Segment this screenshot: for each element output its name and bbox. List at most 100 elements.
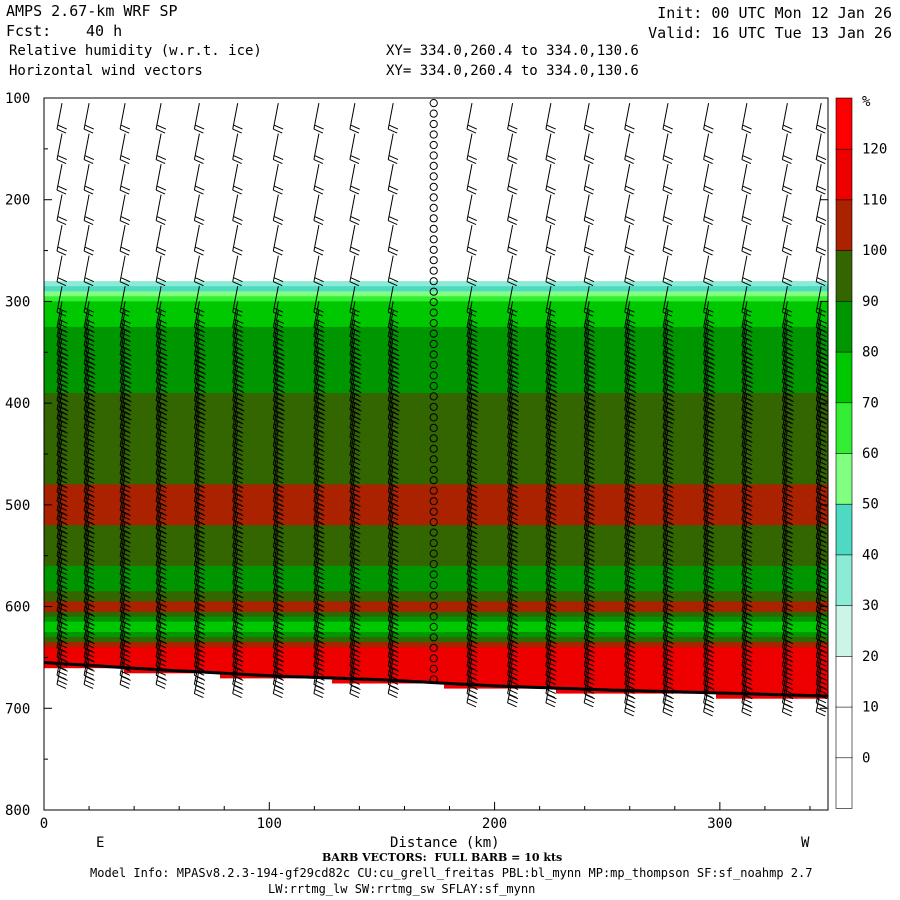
rh-cell xyxy=(108,555,125,562)
rh-cell xyxy=(668,296,685,302)
rh-cell xyxy=(780,576,797,582)
rh-cell xyxy=(92,611,109,618)
rh-cell xyxy=(172,581,189,587)
rh-cell xyxy=(236,469,253,475)
rh-cell xyxy=(748,494,765,501)
rh-cell xyxy=(204,525,221,531)
rh-cell xyxy=(716,331,733,338)
rh-cell xyxy=(236,586,253,592)
rh-cell xyxy=(44,632,61,638)
rh-cell xyxy=(444,459,461,465)
rh-cell xyxy=(316,474,333,480)
rh-cell xyxy=(92,591,109,597)
rh-cell xyxy=(780,443,797,450)
wind-barb-flag xyxy=(56,128,67,134)
rh-cell xyxy=(220,611,237,618)
rh-cell xyxy=(380,408,397,414)
rh-cell xyxy=(492,530,509,536)
rh-cell xyxy=(284,347,301,353)
rh-cell xyxy=(140,489,157,496)
rh-cell xyxy=(76,474,93,480)
rh-cell xyxy=(492,550,509,557)
wind-barb-shaft xyxy=(83,603,90,630)
rh-cell xyxy=(124,611,141,618)
rh-cell xyxy=(492,540,509,547)
rh-cell xyxy=(492,398,509,404)
rh-cell xyxy=(156,306,173,313)
rh-cell xyxy=(556,601,573,608)
rh-cell xyxy=(44,398,61,404)
rh-cell xyxy=(284,316,301,323)
rh-cell xyxy=(300,311,317,318)
rh-cell xyxy=(556,555,573,562)
wind-barb-shaft xyxy=(193,438,200,465)
rh-cell xyxy=(524,606,541,613)
wind-barb-shaft xyxy=(232,466,239,493)
rh-cell xyxy=(204,611,221,618)
rh-cell xyxy=(124,550,141,557)
rh-cell xyxy=(652,459,669,465)
rh-cell xyxy=(108,576,125,582)
wind-barb-shaft xyxy=(56,429,63,456)
rh-cell xyxy=(412,321,429,328)
wind-barb-shaft xyxy=(119,356,126,383)
rh-cell xyxy=(572,550,589,557)
rh-cell xyxy=(524,337,541,343)
wind-barb-shaft xyxy=(83,225,90,252)
rh-cell xyxy=(572,448,589,455)
rh-cell xyxy=(732,642,749,648)
rh-cell xyxy=(364,621,381,628)
rh-cell xyxy=(476,530,493,536)
wind-barb-flag xyxy=(83,281,94,287)
rh-cell xyxy=(124,438,141,445)
rh-cell xyxy=(764,296,781,302)
rh-cell xyxy=(476,637,493,643)
rh-cell xyxy=(412,652,429,658)
rh-cell xyxy=(732,347,749,353)
rh-cell xyxy=(156,316,173,323)
rh-cell xyxy=(700,571,717,577)
rh-cell xyxy=(508,657,525,664)
rh-cell xyxy=(764,606,781,613)
rh-cell xyxy=(236,662,253,669)
rh-cell xyxy=(556,286,573,292)
rh-cell xyxy=(524,616,541,623)
wind-barb-flag xyxy=(84,124,95,130)
rh-cell xyxy=(92,408,109,414)
rh-cell xyxy=(124,387,141,394)
rh-cell xyxy=(476,387,493,394)
wind-barb-shaft xyxy=(193,255,200,282)
rh-cell xyxy=(284,464,301,470)
rh-cell xyxy=(92,296,109,302)
rh-cell xyxy=(140,504,157,511)
wind-barb-shaft xyxy=(56,328,63,355)
rh-cell xyxy=(524,387,541,394)
wind-barb-shaft xyxy=(155,557,162,584)
rh-cell xyxy=(76,403,93,409)
rh-cell xyxy=(92,621,109,628)
rh-cell xyxy=(172,626,189,633)
wind-barb-flag xyxy=(57,185,68,191)
rh-cell xyxy=(524,454,541,460)
rh-cell xyxy=(716,367,733,374)
rh-cell xyxy=(108,413,125,419)
rh-cell xyxy=(92,540,109,547)
rh-cell xyxy=(556,311,573,318)
rh-cell xyxy=(252,621,269,628)
wind-barb-shaft xyxy=(155,374,162,401)
rh-cell xyxy=(444,377,461,384)
rh-cell xyxy=(732,372,749,379)
rh-cell xyxy=(348,372,365,379)
rh-cell xyxy=(236,611,253,618)
rh-cell xyxy=(124,347,141,353)
rh-cell xyxy=(44,591,61,597)
rh-cell xyxy=(716,372,733,379)
rh-cell xyxy=(284,357,301,364)
rh-cell xyxy=(60,637,77,643)
rh-cell xyxy=(748,652,765,658)
rh-cell xyxy=(76,347,93,353)
rh-cell xyxy=(44,550,61,557)
rh-cell xyxy=(444,642,461,648)
rh-cell xyxy=(476,601,493,608)
rh-cell xyxy=(220,540,237,547)
